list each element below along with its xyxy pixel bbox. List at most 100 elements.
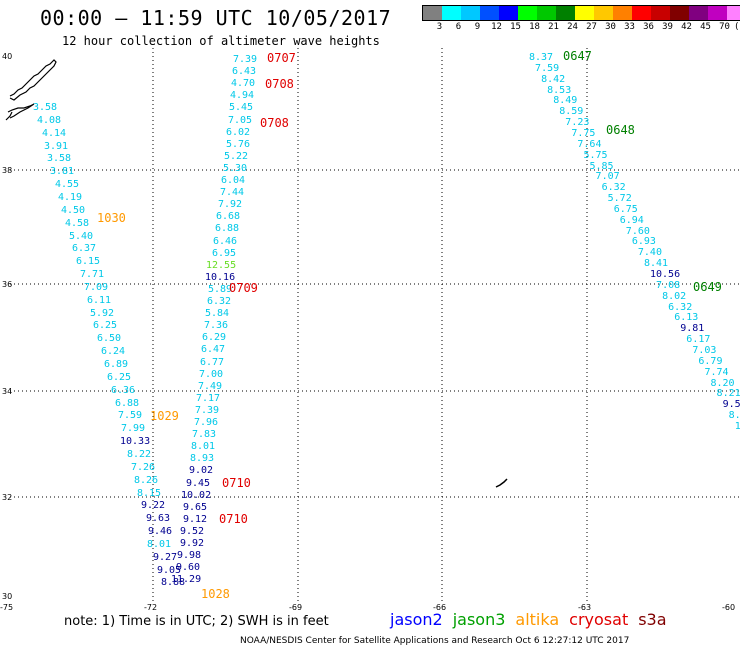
wave-height-label: 10. xyxy=(734,420,740,432)
lon-label: -72 xyxy=(144,603,158,612)
legend-item-jason3: jason3 xyxy=(452,610,506,629)
wave-height-label: 8.95 xyxy=(728,410,740,422)
wave-height-label: 7.74 xyxy=(704,366,729,378)
pass-time-label: 1028 xyxy=(201,587,230,601)
wave-height-label: 5.72 xyxy=(607,193,632,205)
wave-height-label: 6.37 xyxy=(72,243,97,255)
scale-swatch-15 xyxy=(708,6,727,20)
wave-height-label: 4.19 xyxy=(58,191,83,203)
footer-note: note: 1) Time is in UTC; 2) SWH is in fe… xyxy=(64,614,329,629)
wave-height-label: 7.36 xyxy=(204,320,229,332)
pass-time-label: 0709 xyxy=(229,281,258,295)
wave-height-label: 3.58 xyxy=(47,153,72,165)
wave-height-label: 6.77 xyxy=(200,356,225,368)
scale-tick-label: 15 xyxy=(510,22,521,32)
lat-label: 38 xyxy=(2,166,13,175)
wave-height-label: 3.58 xyxy=(33,102,58,113)
wave-height-label: 6.11 xyxy=(87,294,112,306)
wave-height-label: 7.08 xyxy=(656,279,681,291)
wave-height-label: 6.95 xyxy=(212,247,237,259)
wave-height-label: 6.93 xyxy=(631,236,656,248)
wave-height-label: 9.63 xyxy=(146,513,171,525)
wave-height-label: 4.14 xyxy=(42,127,67,139)
wave-height-label: 9.12 xyxy=(183,513,208,525)
wave-height-label: 6.24 xyxy=(101,346,126,358)
scale-swatch-9 xyxy=(594,6,613,20)
wave-height-label: 6.04 xyxy=(221,175,246,186)
wave-height-label: 5.22 xyxy=(224,150,249,162)
wave-height-label: 9.27 xyxy=(153,551,178,563)
wave-height-label: 7.49 xyxy=(198,380,223,392)
legend-item-jason2: jason2 xyxy=(390,610,443,629)
map-gridlines xyxy=(10,48,740,602)
wave-height-label: 8.59 xyxy=(559,106,584,118)
lon-label: -66 xyxy=(433,603,447,612)
pass-time-label: 0710 xyxy=(222,476,251,490)
wave-height-label: 6.17 xyxy=(686,334,711,346)
pass-time-label: 1029 xyxy=(150,409,179,423)
wave-height-label: 7.83 xyxy=(192,429,217,441)
wave-height-label: 7.44 xyxy=(220,187,245,199)
wave-height-label: 5.75 xyxy=(583,149,608,161)
wave-height-label: 8.01 xyxy=(147,538,172,550)
wave-height-label: 8.42 xyxy=(541,73,566,85)
wave-height-label: 4.94 xyxy=(230,90,255,102)
wave-height-label: 8.49 xyxy=(553,95,578,107)
scale-tick-label: 45 xyxy=(700,22,711,32)
scale-tick-label: 30 xyxy=(605,22,616,32)
wave-height-label: 4.50 xyxy=(61,204,86,216)
wave-height-label: 6.47 xyxy=(201,344,226,356)
wave-height-label: 6.43 xyxy=(232,66,257,78)
lon-label: -69 xyxy=(289,603,303,612)
wave-height-label: 8.88 xyxy=(161,577,186,589)
wave-height-label: 9.46 xyxy=(148,526,173,538)
wave-height-label: 7.39 xyxy=(233,54,258,65)
pass-time-label: 1030 xyxy=(97,211,126,225)
wave-height-label: 9.60 xyxy=(176,562,201,574)
wave-height-label: 8.20 xyxy=(710,377,735,389)
scale-tick-label: 21 xyxy=(548,22,559,32)
pass-time-label: 0647 xyxy=(563,49,592,63)
scale-swatch-14 xyxy=(689,6,708,20)
wave-height-label: 6.29 xyxy=(202,332,227,344)
wave-height-label: 4.70 xyxy=(231,78,256,90)
wave-height-label: 5.84 xyxy=(205,308,230,320)
wave-height-label: 5.30 xyxy=(223,162,248,174)
pass-time-label: 0707 xyxy=(267,51,296,65)
wave-height-label: 8.15 xyxy=(137,487,162,499)
wave-height-label: 4.58 xyxy=(65,217,90,229)
wave-height-label: 6.32 xyxy=(601,182,626,194)
pass-time-label: 0708 xyxy=(265,77,294,91)
scale-tick-label: 18 xyxy=(529,22,540,32)
wave-height-label: 7.92 xyxy=(218,199,243,211)
scale-swatch-5 xyxy=(518,6,537,20)
color-scale-bar xyxy=(422,5,740,21)
wave-height-label: 6.25 xyxy=(93,320,118,332)
coastline xyxy=(5,59,57,121)
pass-time-label: 0648 xyxy=(606,123,635,137)
wave-height-label: 6.94 xyxy=(619,214,644,226)
legend-item-altika: altika xyxy=(515,610,560,629)
wave-height-label: 6.89 xyxy=(104,359,129,370)
wave-height-label: 7.39 xyxy=(195,404,220,416)
scale-swatch-2 xyxy=(461,6,480,20)
wave-height-label: 3.81 xyxy=(50,166,75,178)
wave-height-label: 8.22 xyxy=(127,448,152,460)
wave-height-label: 8.21 xyxy=(716,388,740,400)
wave-height-label: 12.55 xyxy=(206,259,237,271)
lat-label: 32 xyxy=(2,493,13,502)
scale-tick-label: 6 xyxy=(455,22,462,32)
wave-height-label: 10.02 xyxy=(181,489,212,501)
wave-height-label: 6.25 xyxy=(107,371,132,383)
lat-label: 36 xyxy=(2,280,13,289)
wave-height-label: 7.26 xyxy=(131,461,156,473)
wave-height-label: 9.98 xyxy=(177,550,202,562)
island xyxy=(495,478,508,488)
wave-height-label: 7.60 xyxy=(625,225,650,237)
wave-height-label: 6.13 xyxy=(674,312,699,324)
wave-height-label: 6.68 xyxy=(216,211,241,223)
pass-time-label: 0710 xyxy=(219,512,248,526)
page-title: 00:00 – 11:59 UTC 10/05/2017 xyxy=(40,6,392,30)
